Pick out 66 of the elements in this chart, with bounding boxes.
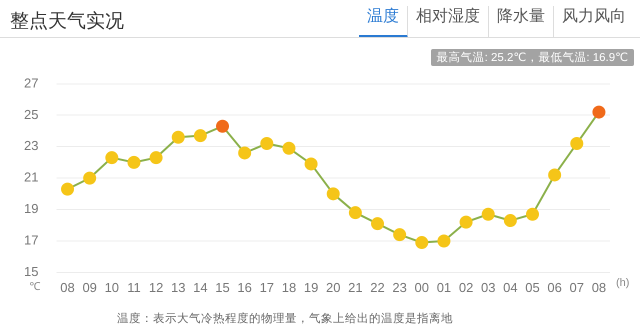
y-tick-label: 19 <box>24 201 38 216</box>
point <box>393 228 406 242</box>
x-tick-label: 08 <box>592 280 606 295</box>
point <box>216 120 230 133</box>
x-tick-label: 19 <box>304 280 318 295</box>
text: 温度：表示大气冷热程度的物理量，气象上给出的温度是指离地 <box>117 311 453 326</box>
point <box>460 216 473 229</box>
point <box>371 217 384 230</box>
point <box>127 156 140 169</box>
point <box>260 137 274 150</box>
point <box>437 234 450 248</box>
y-axis-title: ℃ <box>30 280 41 293</box>
y-tick-label: 23 <box>24 138 38 154</box>
x-axis-title: (h) <box>616 276 630 289</box>
point <box>61 182 74 196</box>
x-tick-label: 06 <box>547 280 562 295</box>
x-tick-label: 05 <box>525 280 540 295</box>
x-tick-label: 08 <box>60 280 75 295</box>
point <box>348 206 362 220</box>
text: 风力风向 <box>561 6 627 27</box>
chart-title: 整点天气实况 <box>10 10 124 34</box>
point <box>238 146 252 160</box>
y-tick-label: 17 <box>24 232 38 248</box>
x-tick-label: 14 <box>193 280 208 295</box>
x-tick-label: 11 <box>127 280 141 295</box>
x-tick-label: 10 <box>104 280 120 295</box>
x-tick-label: 22 <box>370 280 385 295</box>
y-tick-label: 21 <box>24 170 38 185</box>
x-tick-label: 03 <box>480 280 496 295</box>
x-tick-label: 01 <box>436 280 452 295</box>
point <box>326 187 340 200</box>
point <box>172 130 185 144</box>
x-tick-label: 07 <box>570 280 584 295</box>
point <box>570 137 584 150</box>
x-tick-label: 12 <box>148 280 164 295</box>
point <box>304 157 318 170</box>
x-tick-label: 13 <box>171 280 186 295</box>
point <box>592 106 606 119</box>
x-tick-label: 18 <box>282 280 296 295</box>
x-tick-label: 15 <box>215 280 230 295</box>
x-tick-label: 16 <box>237 280 252 295</box>
x-tick-label: 20 <box>326 280 340 295</box>
chart-subtitle: 最高气温: 25.2℃，最低气温: 16.9℃ <box>430 49 634 66</box>
x-tick-label: 00 <box>414 280 430 295</box>
x-tick-label: 04 <box>503 280 518 295</box>
point <box>504 214 517 228</box>
point <box>150 151 163 164</box>
point <box>83 172 96 185</box>
y-tick-label: 27 <box>24 75 38 90</box>
x-tick-label: 21 <box>348 280 363 295</box>
text: 温度 <box>359 6 408 38</box>
x-tick-label: 17 <box>260 280 274 295</box>
text: 相对湿度 <box>408 6 489 38</box>
y-tick-label: 25 <box>24 106 38 122</box>
point <box>282 142 296 155</box>
point <box>105 151 118 164</box>
text: 降水量 <box>489 6 554 38</box>
point <box>548 168 562 182</box>
point <box>526 208 540 221</box>
y-tick-label: 15 <box>24 264 38 279</box>
x-tick-label: 23 <box>392 280 407 295</box>
point <box>482 208 495 221</box>
point <box>415 236 428 250</box>
point <box>194 129 207 142</box>
x-tick-label: 09 <box>82 280 97 295</box>
x-tick-label: 02 <box>458 280 474 295</box>
